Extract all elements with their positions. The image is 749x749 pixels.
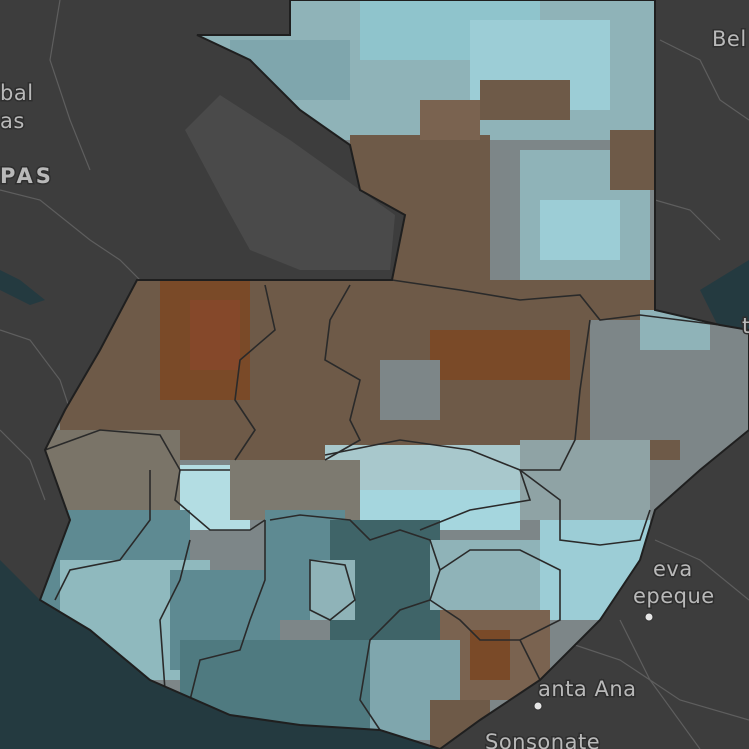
caribbean-sea [700, 260, 749, 330]
label-balancan-1: bal [0, 81, 34, 105]
label-belize: Bel [712, 27, 747, 51]
label-balancan-2: as [0, 109, 25, 133]
label-chiapas: PAS [0, 164, 54, 188]
city-dot-nueva-ocotepeque [644, 612, 654, 622]
label-belize-city: t [742, 314, 749, 338]
department-borders [44, 279, 721, 731]
pacific-ocean [0, 560, 440, 749]
label-sonsonate: Sonsonate [485, 730, 600, 749]
label-nueva-tepeque-2: epeque [633, 584, 715, 608]
label-santa-ana: anta Ana [538, 677, 637, 701]
mexico-highlight-region [185, 95, 395, 270]
mexico-lagoon [0, 270, 45, 305]
city-dot-santa-ana [533, 701, 543, 711]
label-nueva-tepeque-1: eva [653, 557, 693, 581]
guatemala-border [38, 0, 749, 749]
